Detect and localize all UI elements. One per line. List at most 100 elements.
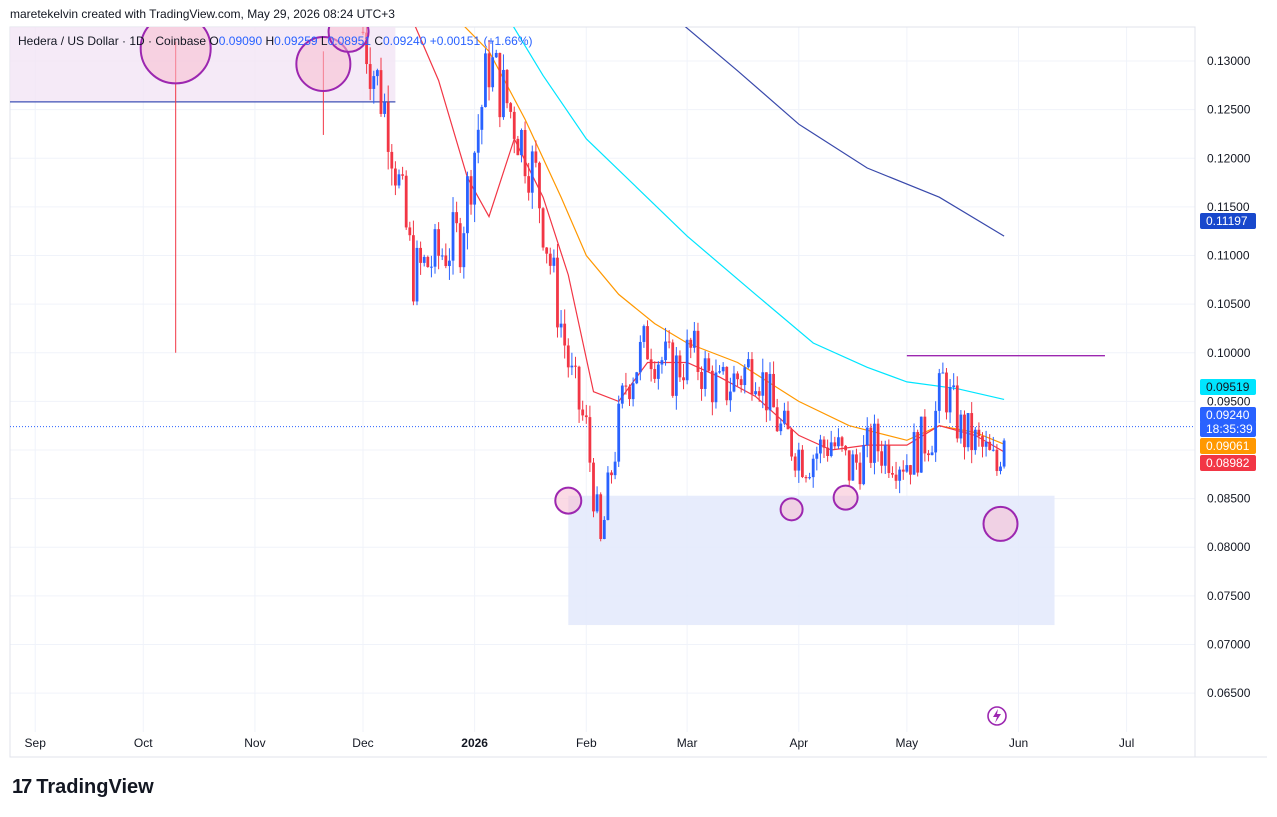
candle-body	[775, 407, 779, 432]
candle-body	[764, 372, 768, 411]
time-tick-label: 2026	[461, 736, 488, 750]
candle-body	[433, 229, 437, 267]
candle-body	[628, 386, 631, 400]
plot-frame	[9, 26, 1196, 758]
candle-body	[559, 323, 563, 328]
candle-body	[548, 253, 552, 266]
change-value: +0.00151 (+1.66%)	[429, 34, 533, 48]
price-axis-badge-label: 18:35:39	[1206, 422, 1253, 436]
price-tick-label: 0.08000	[1207, 540, 1251, 554]
candle-body	[696, 330, 700, 372]
candle-body	[898, 469, 902, 481]
time-tick-label: Mar	[677, 736, 698, 750]
candle-body	[469, 176, 473, 205]
price-axis-badge-label: 0.08982	[1206, 456, 1250, 470]
price-tick-label: 0.10500	[1207, 297, 1251, 311]
candle-body	[408, 227, 412, 236]
candle-body	[743, 367, 747, 386]
candle-body	[901, 469, 905, 472]
candle-body	[779, 423, 783, 432]
candle-body	[707, 358, 711, 371]
candle-body	[631, 383, 635, 400]
candle-body	[635, 372, 639, 384]
candle-body	[509, 103, 513, 112]
candle-body	[703, 358, 707, 389]
open-value: 0.09090	[218, 34, 263, 48]
tradingview-brand[interactable]: 17 TradingView	[12, 776, 154, 799]
candle-body	[811, 458, 815, 478]
candle-body	[448, 260, 451, 267]
candle-body	[988, 441, 992, 451]
price-axis-badge	[1200, 421, 1256, 437]
price-tick-label: 0.09500	[1207, 394, 1251, 408]
candle-body	[523, 130, 527, 177]
price-axis-badge-label: 0.09519	[1206, 380, 1250, 394]
candle-body	[959, 414, 963, 439]
candle-body	[768, 373, 772, 411]
price-axis-badge-label: 0.11197	[1206, 214, 1248, 228]
candle-body	[422, 256, 426, 263]
ema-slow-line	[512, 27, 1005, 400]
candle-body	[873, 423, 876, 463]
candle-body	[610, 472, 613, 476]
candle-body	[646, 326, 649, 360]
candle-body	[710, 370, 714, 403]
brand-name: TradingView	[36, 776, 154, 798]
candle-body	[725, 366, 729, 401]
candle-body	[970, 413, 974, 451]
candle-body	[923, 416, 927, 454]
candle-body	[613, 461, 617, 476]
time-tick-label: Feb	[576, 736, 597, 750]
price-tick-label: 0.06500	[1207, 686, 1251, 700]
candle-body	[692, 330, 696, 348]
candle-body	[556, 257, 559, 328]
candle-body	[782, 410, 786, 424]
close-label: C	[374, 34, 383, 48]
candle-body	[476, 129, 480, 153]
candle-body	[491, 57, 495, 88]
candle-body	[682, 377, 685, 381]
candle-body	[451, 212, 455, 261]
candle-body	[955, 385, 959, 439]
candle-body	[912, 432, 916, 475]
candle-body	[750, 359, 754, 395]
candle-body	[916, 432, 920, 473]
time-tick-label: Jul	[1119, 736, 1134, 750]
candle-body	[480, 107, 484, 130]
candle-body	[458, 223, 462, 268]
highlight-circle	[832, 484, 859, 511]
candle-body	[973, 429, 977, 451]
candle-body	[847, 450, 851, 481]
candle-body	[426, 256, 430, 268]
candle-body	[678, 355, 682, 378]
candle-body	[415, 247, 419, 302]
candle-body	[617, 403, 621, 462]
candle-body	[754, 391, 757, 395]
time-tick-label: Oct	[134, 736, 153, 750]
candle-body	[401, 174, 404, 176]
candle-body	[520, 130, 523, 156]
price-tick-label: 0.07000	[1207, 637, 1251, 651]
price-axis-badge-label: 0.09240	[1206, 408, 1250, 422]
candle-body	[530, 151, 534, 193]
time-tick-label: Sep	[25, 736, 47, 750]
candle-body	[995, 449, 999, 472]
candle-body	[656, 364, 660, 379]
lightning-icon	[993, 709, 1001, 723]
price-tick-label: 0.10000	[1207, 346, 1251, 360]
highlight-circle	[139, 27, 212, 85]
candle-body	[991, 449, 995, 451]
candle-body	[667, 341, 671, 343]
price-tick-label: 0.07500	[1207, 589, 1251, 603]
candle-body	[855, 454, 858, 463]
candle-body	[718, 371, 721, 373]
time-tick-label: Dec	[352, 736, 373, 750]
highlight-circle	[327, 27, 370, 53]
symbol-legend: Hedera / US Dollar · 1D · Coinbase O0.09…	[18, 34, 532, 48]
chart-attribution: maretekelvin created with TradingView.co…	[10, 7, 395, 21]
candle-body	[581, 409, 585, 416]
candle-body	[606, 472, 610, 520]
candle-body	[937, 373, 941, 411]
candle-body	[552, 257, 556, 266]
